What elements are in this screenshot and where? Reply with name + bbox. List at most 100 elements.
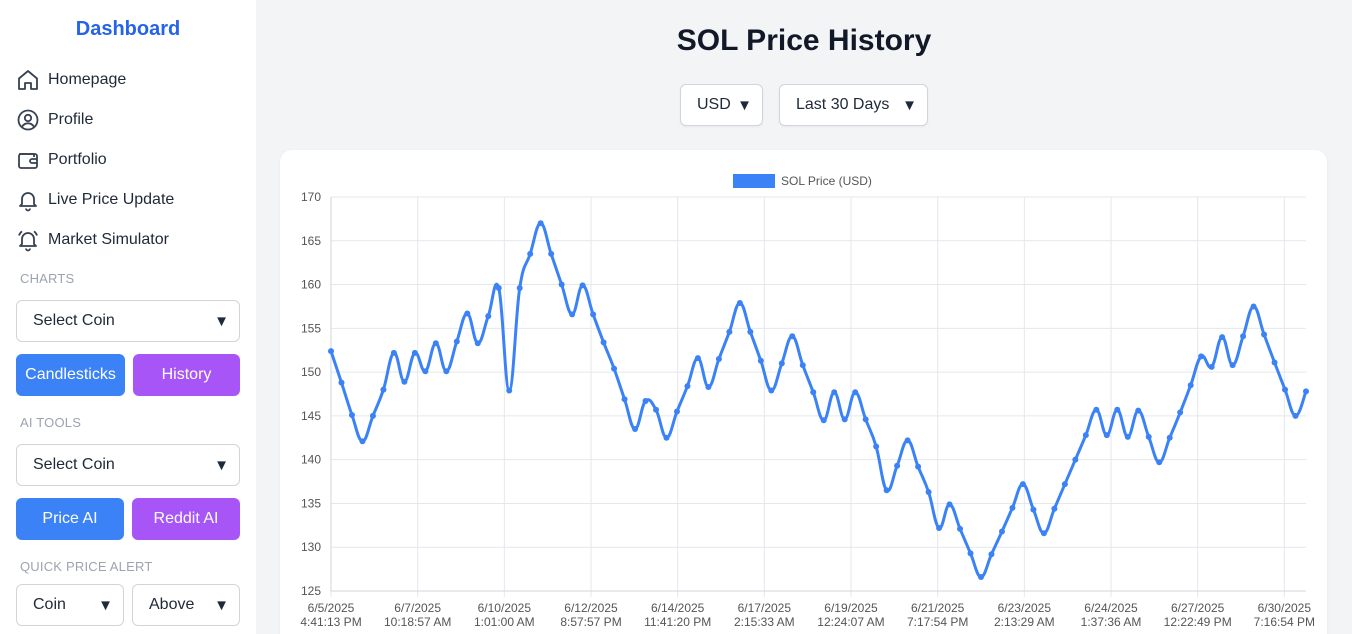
data-point[interactable] [663, 434, 670, 441]
data-point[interactable] [432, 340, 439, 347]
reddit-ai-button[interactable]: Reddit AI [132, 498, 240, 540]
price-history-chart[interactable]: 125 130 135 140 145 150 155 160 165 170 6/5/20254… [280, 150, 1327, 634]
data-point[interactable] [1303, 388, 1309, 395]
data-point[interactable] [411, 349, 418, 356]
data-point[interactable] [1061, 481, 1068, 488]
data-point[interactable] [1198, 353, 1205, 360]
data-point[interactable] [1240, 333, 1247, 340]
data-point[interactable] [579, 282, 586, 289]
data-point[interactable] [600, 339, 607, 346]
data-point[interactable] [726, 328, 733, 335]
data-point[interactable] [558, 281, 565, 288]
data-point[interactable] [915, 463, 922, 470]
charts-coin-select[interactable]: Select Coin ▼ [16, 300, 240, 342]
data-point[interactable] [768, 387, 775, 394]
data-point[interactable] [527, 250, 534, 257]
data-point[interactable] [611, 365, 618, 372]
data-point[interactable] [590, 311, 597, 318]
data-point[interactable] [873, 443, 880, 450]
data-point[interactable] [852, 389, 859, 396]
data-point[interactable] [799, 362, 806, 369]
data-point[interactable] [1072, 456, 1079, 463]
data-point[interactable] [1156, 459, 1163, 466]
data-point[interactable] [422, 368, 429, 375]
data-point[interactable] [1208, 363, 1215, 370]
data-point[interactable] [443, 368, 450, 375]
data-point[interactable] [684, 383, 691, 390]
data-point[interactable] [925, 489, 932, 496]
data-point[interactable] [810, 389, 817, 396]
data-point[interactable] [1282, 386, 1289, 393]
data-point[interactable] [1051, 505, 1058, 512]
data-point[interactable] [1187, 382, 1194, 389]
data-point[interactable] [1166, 434, 1173, 441]
data-point[interactable] [789, 333, 796, 340]
data-point[interactable] [1030, 506, 1037, 513]
data-point[interactable] [747, 328, 754, 335]
brand-title[interactable]: Dashboard [75, 18, 181, 40]
nav-item-profile[interactable]: Profile [16, 106, 93, 134]
data-point[interactable] [632, 426, 639, 433]
data-point[interactable] [894, 462, 901, 469]
data-point[interactable] [1135, 407, 1142, 414]
data-point[interactable] [390, 349, 397, 356]
data-point[interactable] [1114, 406, 1121, 413]
data-point[interactable] [1093, 406, 1100, 413]
candlesticks-button[interactable]: Candlesticks [16, 354, 125, 396]
data-point[interactable] [862, 416, 869, 423]
data-point[interactable] [957, 525, 964, 532]
data-point[interactable] [369, 412, 376, 419]
data-point[interactable] [464, 310, 471, 317]
data-point[interactable] [642, 398, 649, 405]
alert-coin-select[interactable]: Coin ▼ [16, 584, 124, 626]
data-point[interactable] [1019, 481, 1026, 488]
data-point[interactable] [401, 378, 408, 385]
nav-item-live-price-update[interactable]: Live Price Update [16, 186, 174, 214]
data-point[interactable] [485, 313, 492, 320]
price-ai-button[interactable]: Price AI [16, 498, 124, 540]
nav-item-portfolio[interactable]: Portfolio [16, 146, 107, 174]
data-point[interactable] [653, 406, 659, 413]
data-point[interactable] [673, 408, 680, 415]
alert-direction-select[interactable]: Above ▼ [132, 584, 240, 626]
data-point[interactable] [453, 338, 460, 345]
data-point[interactable] [967, 550, 974, 557]
data-point[interactable] [1040, 530, 1047, 537]
data-point[interactable] [338, 379, 345, 386]
data-point[interactable] [1271, 359, 1278, 366]
data-point[interactable] [548, 250, 555, 257]
data-point[interactable] [1103, 432, 1110, 439]
data-point[interactable] [883, 487, 890, 494]
data-point[interactable] [1250, 303, 1257, 310]
data-point[interactable] [1009, 504, 1016, 511]
data-point[interactable] [757, 357, 764, 364]
data-point[interactable] [1219, 334, 1226, 341]
data-point[interactable] [348, 412, 355, 419]
time-range-select[interactable]: Last 30 Days ▼ [779, 84, 928, 126]
data-point[interactable] [1082, 432, 1089, 439]
data-point[interactable] [820, 417, 827, 424]
data-point[interactable] [621, 396, 628, 403]
data-point[interactable] [904, 437, 911, 444]
data-point[interactable] [841, 416, 848, 423]
history-button[interactable]: History [133, 354, 240, 396]
data-point[interactable] [1145, 433, 1152, 440]
nav-item-market-simulator[interactable]: Market Simulator [16, 226, 169, 254]
data-point[interactable] [569, 311, 576, 318]
data-point[interactable] [359, 438, 366, 445]
data-point[interactable] [380, 386, 387, 393]
data-point[interactable] [715, 355, 722, 362]
data-point[interactable] [946, 501, 953, 508]
currency-select[interactable]: USD ▼ [680, 84, 763, 126]
data-point[interactable] [506, 387, 513, 394]
data-point[interactable] [831, 389, 838, 396]
data-point[interactable] [495, 285, 502, 292]
data-point[interactable] [537, 220, 544, 227]
data-point[interactable] [694, 355, 701, 362]
nav-item-homepage[interactable]: Homepage [16, 66, 126, 94]
data-point[interactable] [1124, 433, 1131, 440]
data-point[interactable] [1261, 331, 1268, 338]
ai-coin-select[interactable]: Select Coin ▼ [16, 444, 240, 486]
data-point[interactable] [778, 360, 785, 367]
data-point[interactable] [1177, 409, 1184, 416]
